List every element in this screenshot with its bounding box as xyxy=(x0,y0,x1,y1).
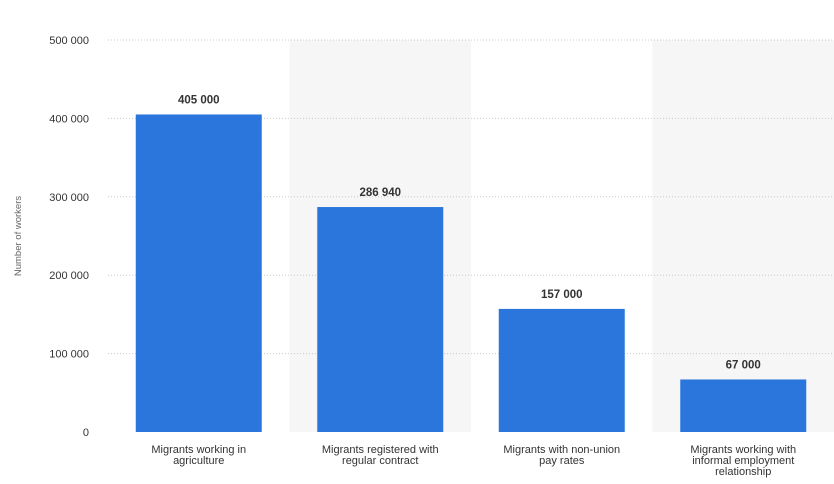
y-tick-label-3: 300 000 xyxy=(49,192,89,204)
bar-0[interactable] xyxy=(136,114,262,432)
value-label-3: 67 000 xyxy=(726,359,761,371)
value-label-1: 286 940 xyxy=(359,187,401,199)
y-tick-label-1: 100 000 xyxy=(49,349,89,361)
value-label-2: 157 000 xyxy=(541,289,583,301)
bar-3[interactable] xyxy=(680,379,806,432)
value-label-0: 405 000 xyxy=(178,94,220,106)
y-tick-label-4: 400 000 xyxy=(49,113,89,125)
bar-2[interactable] xyxy=(499,309,625,432)
y-axis-ticks: 0 100 000 200 000 300 000 400 000 500 000 xyxy=(49,35,89,439)
band-3 xyxy=(653,40,834,432)
y-tick-label-2: 200 000 xyxy=(49,270,89,282)
bar-1[interactable] xyxy=(317,207,443,432)
y-tick-label-0: 0 xyxy=(83,427,89,439)
y-axis-title: Number of workers xyxy=(13,196,24,276)
y-tick-label-5: 500 000 xyxy=(49,35,89,47)
